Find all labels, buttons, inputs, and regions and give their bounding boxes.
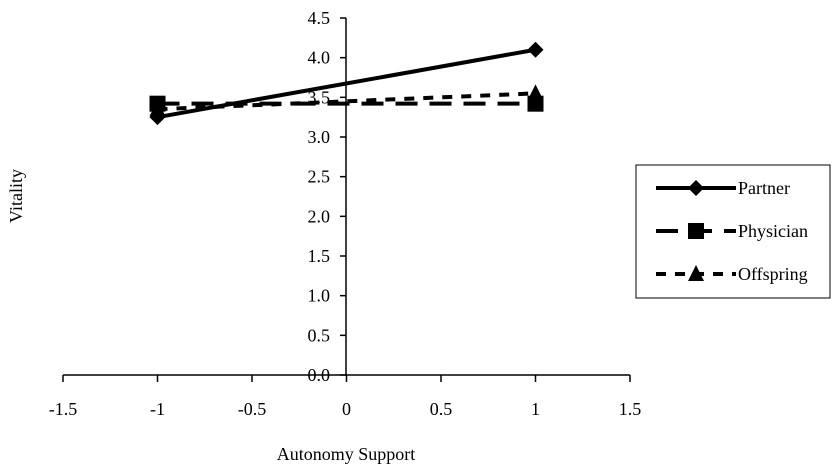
legend-marker-partner [688, 180, 704, 196]
y-tick-label: 4.5 [308, 8, 331, 28]
y-tick-label: 1.0 [308, 286, 331, 306]
y-tick-label: 0.0 [308, 365, 331, 385]
data-point-offspring [149, 100, 166, 117]
y-tick-label: 4.0 [308, 48, 331, 68]
x-tick-label: -1.5 [49, 399, 78, 419]
axes [63, 18, 630, 376]
y-tick-label: 2.0 [308, 206, 331, 226]
y-tick-label: 0.5 [308, 325, 331, 345]
y-axis-title: Vitality [6, 169, 26, 223]
x-ticks: -1.5 -1 -0.5 0 0.5 1 1.5 [49, 375, 642, 419]
x-tick-label: 1 [531, 399, 540, 419]
y-tick-label: 1.5 [308, 246, 331, 266]
x-tick-label: 1.5 [619, 399, 642, 419]
legend: Partner Physician Offspring [635, 164, 831, 299]
x-tick-label: 0 [342, 399, 351, 419]
legend-label-partner: Partner [738, 178, 790, 198]
data-point-partner [527, 41, 544, 58]
legend-items: Partner Physician Offspring [656, 178, 808, 284]
series-markers [149, 41, 544, 126]
legend-label-physician: Physician [738, 221, 808, 241]
x-tick-label: 0.5 [430, 399, 453, 419]
series-line-offspring [157, 91, 536, 112]
legend-label-offspring: Offspring [738, 264, 808, 284]
x-tick-label: -1 [150, 399, 165, 419]
y-tick-label: 3.0 [308, 127, 331, 147]
legend-marker-physician [688, 223, 704, 239]
x-tick-label: -0.5 [238, 399, 267, 419]
x-axis-title: Autonomy Support [277, 444, 416, 464]
y-tick-label: 2.5 [308, 167, 331, 187]
series-lines [157, 47, 536, 120]
data-point-offspring [527, 84, 544, 101]
legend-marker-offspring [688, 265, 704, 281]
y-ticks: 0.00.51.01.52.02.53.03.54.04.5 [308, 8, 346, 385]
